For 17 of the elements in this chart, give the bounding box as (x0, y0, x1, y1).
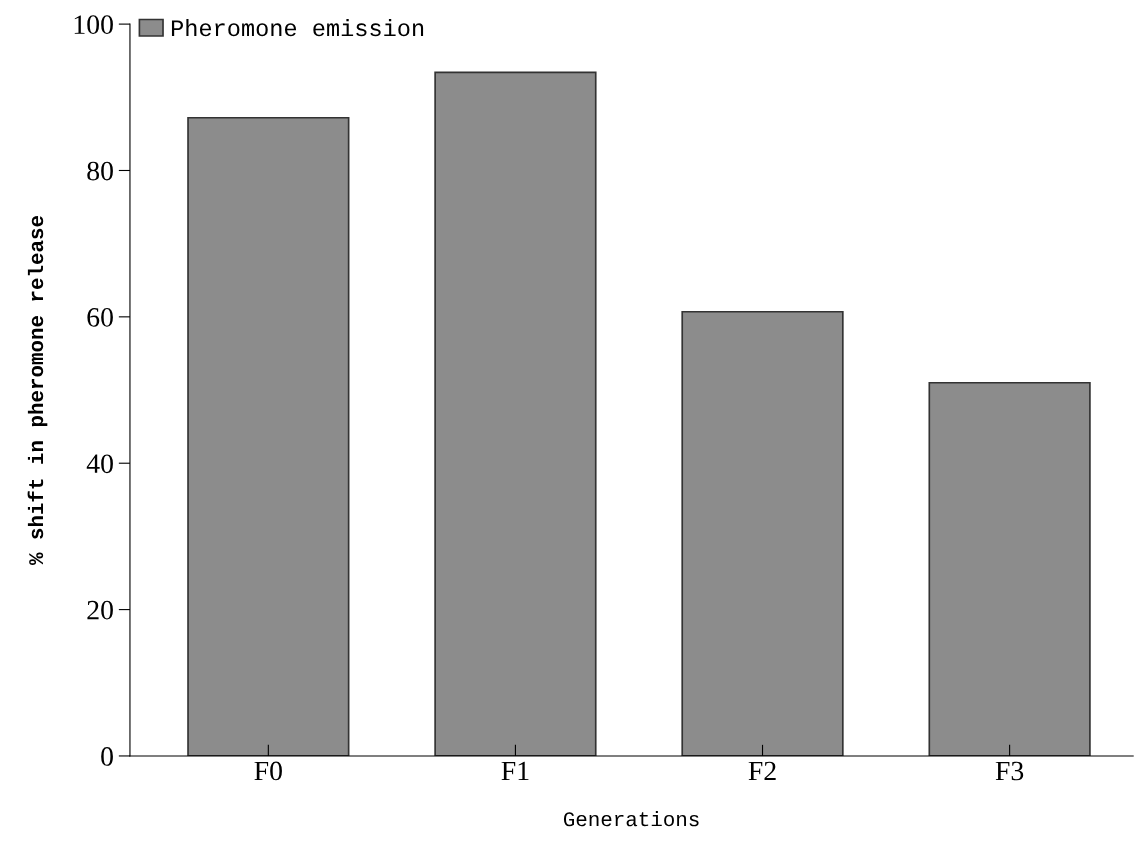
y-tick-label: 100 (74, 15, 113, 35)
x-tick-label: F3 (995, 761, 1024, 781)
y-tick-label: 0 (101, 747, 113, 766)
y-tick-label: 40 (86, 454, 113, 474)
y-tick-label: 80 (87, 161, 113, 181)
y-tick-label: 20 (87, 600, 113, 620)
bar (681, 310, 844, 756)
legend-label: Pheromone emission (171, 18, 424, 37)
bar (928, 381, 1091, 756)
bar (187, 116, 350, 756)
x-tick-label: F1 (501, 761, 529, 781)
x-tick-label: F2 (748, 761, 776, 781)
x-tick-label: F0 (254, 761, 282, 781)
y-tick-label: 60 (87, 308, 113, 327)
x-axis-title: Generations (563, 811, 699, 827)
y-axis-title: % shift in pheromone release (27, 216, 48, 566)
bar (434, 71, 597, 756)
